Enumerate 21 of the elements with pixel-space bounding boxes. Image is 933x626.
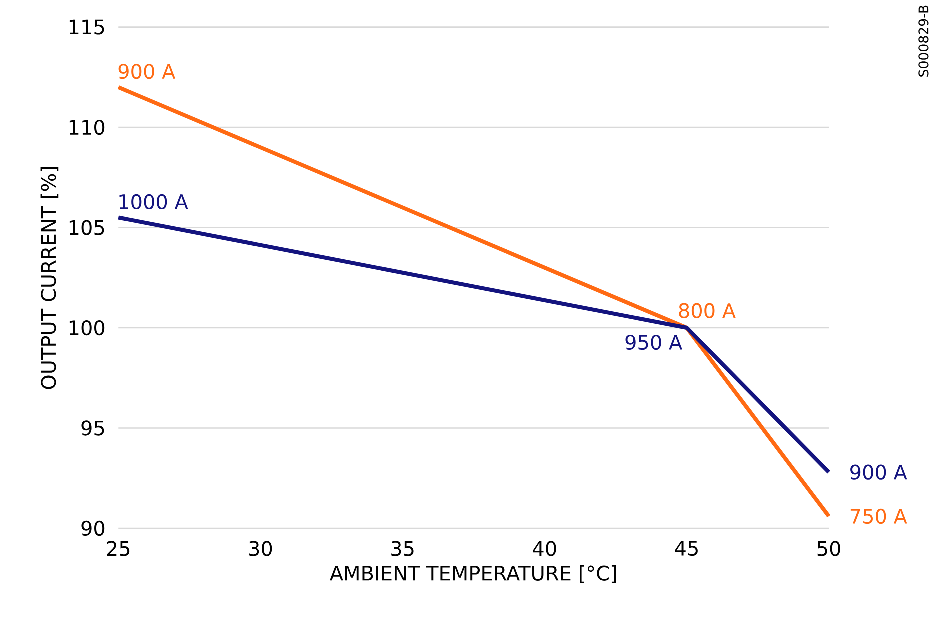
y-tick-label: 105	[70, 220, 104, 236]
x-axis-title: AMBIENT TEMPERATURE [°C]	[330, 566, 616, 584]
annotation: 900 A	[850, 464, 908, 480]
y-tick-label: 90	[82, 521, 105, 536]
y-axis-title: OUTPUT CURRENT [%]	[40, 167, 59, 390]
y-tick-label: 110	[70, 120, 105, 136]
y-tick-label: 115	[70, 20, 104, 35]
annotation: 750 A	[850, 509, 908, 524]
x-tick-label: 25	[107, 541, 130, 556]
annotation: 800 A	[679, 303, 736, 319]
text: S000829-B	[918, 6, 929, 77]
annotation: 1000 A	[120, 194, 188, 210]
x-tick-label: 50	[818, 541, 840, 556]
annotation: 950 A	[626, 335, 682, 350]
annotation: 900 A	[118, 64, 176, 80]
x-tick-label: 45	[675, 541, 698, 556]
x-tick-label: 40	[533, 541, 556, 556]
y-tick-label: 95	[82, 420, 104, 436]
x-tick-label: 35	[392, 541, 414, 556]
y-tick-label: 100	[70, 320, 105, 336]
x-tick-label: 30	[250, 541, 272, 556]
